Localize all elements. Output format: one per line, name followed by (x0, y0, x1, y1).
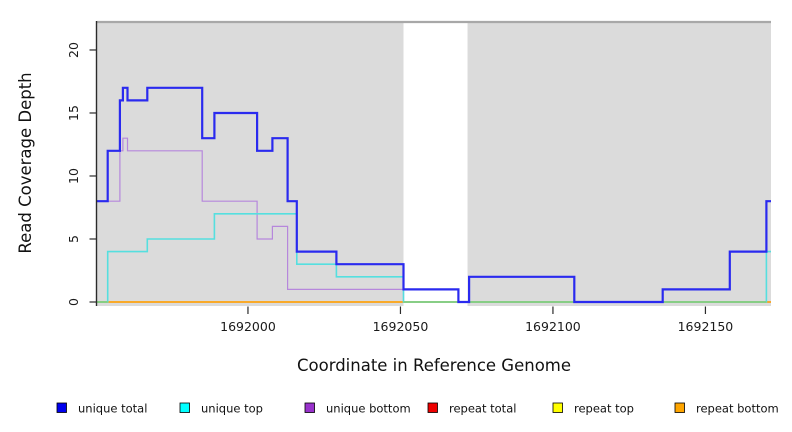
y-tick-label: 5 (66, 235, 81, 243)
legend-swatch-repeat-top (552, 402, 563, 413)
x-axis-title: Coordinate in Reference Genome (297, 356, 571, 375)
x-tick-label: 1692150 (678, 319, 734, 334)
legend-swatch-unique-top (179, 402, 190, 413)
y-axis-title: Read Coverage Depth (16, 72, 35, 253)
legend-label-repeat-total: repeat total (449, 402, 516, 416)
legend-label-unique-top: unique top (201, 402, 263, 416)
covered-region-2 (467, 21, 771, 306)
y-tick-label: 10 (66, 168, 81, 184)
x-tick-label: 1692100 (525, 319, 581, 334)
y-tick-label: 15 (66, 105, 81, 121)
x-tick-label: 1692050 (373, 319, 429, 334)
legend-label-unique-total: unique total (78, 402, 147, 416)
chart-legend: unique total unique top unique bottom repea… (56, 402, 779, 416)
legend-swatch-repeat-total (427, 402, 438, 413)
legend-label-repeat-top: repeat top (574, 402, 634, 416)
legend-label-unique-bottom: unique bottom (326, 402, 411, 416)
x-tick-label: 1692000 (220, 319, 276, 334)
covered-region-1 (97, 21, 404, 306)
uncovered-gap (403, 21, 468, 306)
legend-swatch-repeat-bottom (674, 402, 685, 413)
y-tick-label: 20 (66, 42, 81, 58)
legend-swatch-unique-bottom (304, 402, 315, 413)
legend-label-repeat-bottom: repeat bottom (696, 402, 779, 416)
y-tick-label: 0 (66, 298, 81, 306)
series-line-unique-bottom (97, 137, 771, 303)
legend-swatch-unique-total (56, 402, 67, 413)
chart-plot-area: 1692000 1692050 1692100 1692150 0 5 10 15 20 (66, 20, 771, 334)
series-line-unique-total (97, 86, 771, 304)
